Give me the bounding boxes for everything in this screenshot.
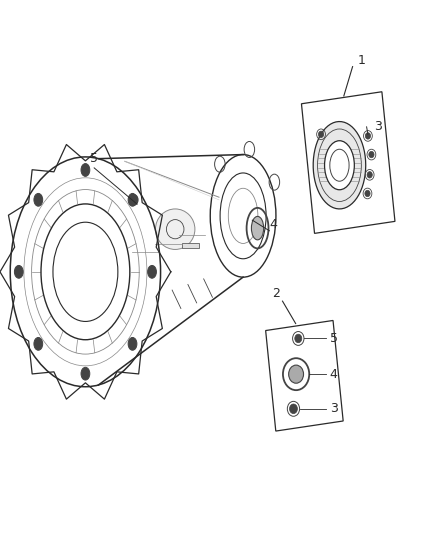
Ellipse shape xyxy=(129,195,138,205)
Ellipse shape xyxy=(81,164,90,176)
Text: 5: 5 xyxy=(90,152,98,165)
Ellipse shape xyxy=(10,157,161,387)
Ellipse shape xyxy=(128,337,137,350)
Ellipse shape xyxy=(325,141,354,190)
Text: 3: 3 xyxy=(330,402,338,415)
Ellipse shape xyxy=(295,334,302,343)
Text: 2: 2 xyxy=(272,287,280,300)
Text: 1: 1 xyxy=(357,54,365,67)
Text: 4: 4 xyxy=(330,368,338,381)
Ellipse shape xyxy=(367,172,372,178)
Ellipse shape xyxy=(365,133,371,139)
Ellipse shape xyxy=(81,367,90,380)
Polygon shape xyxy=(266,320,343,431)
Ellipse shape xyxy=(290,404,297,414)
Text: 4: 4 xyxy=(270,218,278,231)
Ellipse shape xyxy=(14,265,23,278)
Ellipse shape xyxy=(318,131,324,138)
Polygon shape xyxy=(182,243,199,248)
Polygon shape xyxy=(313,122,366,209)
Ellipse shape xyxy=(34,337,42,350)
Text: 3: 3 xyxy=(374,120,381,133)
Ellipse shape xyxy=(251,216,264,240)
Polygon shape xyxy=(99,155,243,385)
Text: 5: 5 xyxy=(330,332,338,345)
Ellipse shape xyxy=(128,193,137,206)
Ellipse shape xyxy=(210,155,276,277)
Ellipse shape xyxy=(34,193,42,206)
Ellipse shape xyxy=(289,365,304,383)
Ellipse shape xyxy=(155,209,195,249)
Ellipse shape xyxy=(148,265,156,278)
Ellipse shape xyxy=(365,190,370,197)
Ellipse shape xyxy=(369,151,374,158)
Polygon shape xyxy=(301,92,395,233)
